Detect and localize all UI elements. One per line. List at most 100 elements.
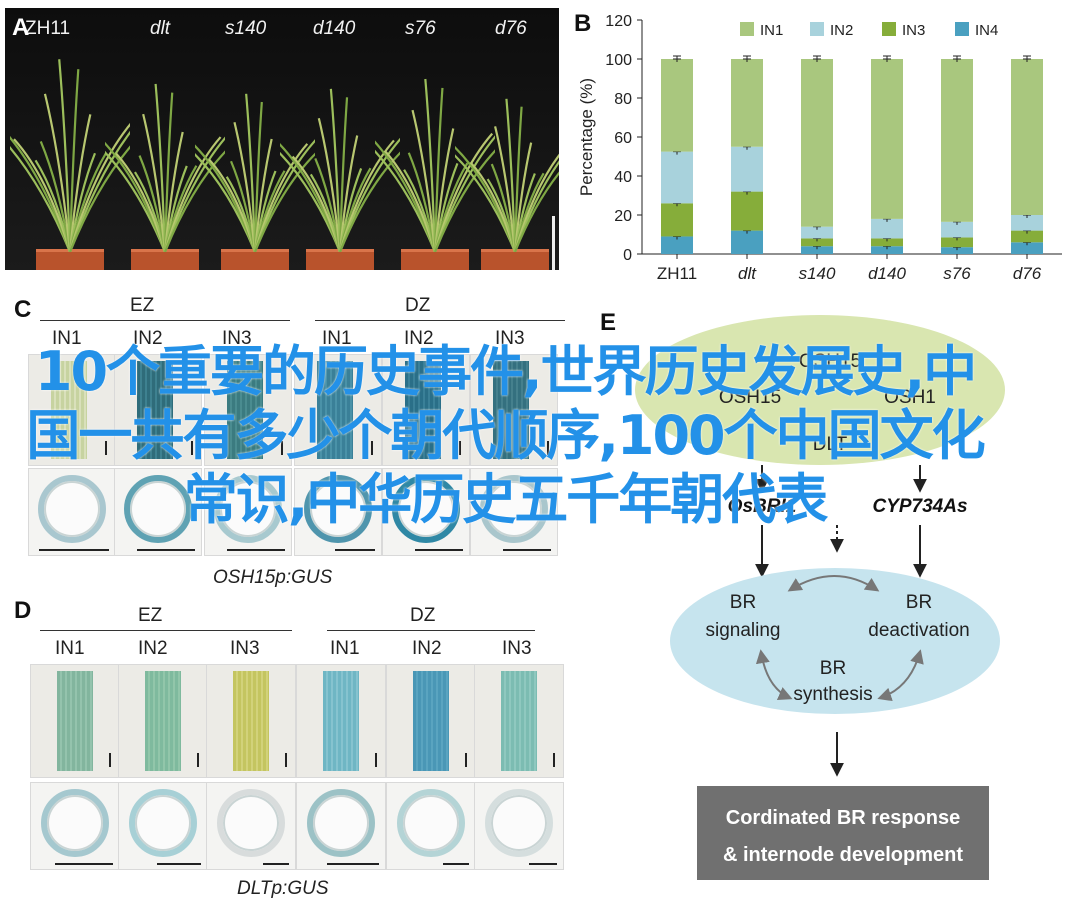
stem-cross-section — [214, 475, 282, 543]
scale-bar — [459, 441, 461, 455]
br-signaling-label: BR signaling — [706, 592, 781, 641]
x-tick-label: ZH11 — [657, 264, 697, 283]
bar-in4 — [1011, 242, 1043, 254]
stem-cross-section — [392, 475, 460, 543]
scale-bar — [227, 549, 285, 551]
bar-in1 — [661, 59, 693, 152]
scale-bar — [443, 863, 469, 865]
stem-cross-section — [480, 475, 548, 543]
stem-section-tile — [294, 354, 382, 466]
plant-label: d140 — [313, 18, 356, 39]
bar-in3 — [731, 191, 763, 231]
br-pathway-diagram: OSH15 OSH15 OSH1 DLT OsBRI1 CYP734As BR s… — [635, 315, 1005, 880]
cross-section-tile — [118, 782, 208, 870]
dz-group-line — [327, 630, 535, 631]
bar-in2 — [941, 221, 973, 238]
bar-in3 — [661, 203, 693, 237]
knox-top-label: OSH15 — [799, 351, 861, 372]
scale-bar — [553, 753, 555, 767]
stem-segment — [227, 361, 263, 459]
bar-in4 — [661, 236, 693, 254]
internode-label: IN2 — [412, 638, 442, 659]
ez-group-label: EZ — [138, 605, 163, 626]
stem-cross-section — [304, 475, 372, 543]
internode-label: IN3 — [502, 638, 532, 659]
stem-section-tile — [28, 354, 116, 466]
scale-bar — [137, 549, 195, 551]
internode-label: IN3 — [222, 328, 252, 349]
stem-section-tile — [30, 664, 120, 778]
stem-section-tile — [114, 354, 202, 466]
stem-segment — [501, 671, 537, 771]
scale-bar — [465, 753, 467, 767]
internode-label: IN1 — [322, 328, 352, 349]
scale-bar — [371, 441, 373, 455]
stem-cross-section — [38, 475, 106, 543]
stem-section-tile — [470, 354, 558, 466]
overlay-title-text: 10个重要的历史事件,世界历史发展史,中国一共有多少个朝代顺序,100个中国文化… — [26, 340, 985, 531]
scale-bar — [547, 441, 549, 455]
photo-scale-bar — [552, 216, 555, 270]
stem-segment — [323, 671, 359, 771]
x-tick-label: d140 — [868, 264, 906, 283]
scale-bar — [415, 549, 463, 551]
stem-cross-section — [124, 475, 192, 543]
internode-label: IN1 — [52, 328, 82, 349]
stem-cross-section — [41, 789, 109, 857]
stem-cross-section — [397, 789, 465, 857]
y-axis-label: Percentage (%) — [577, 78, 596, 196]
cross-section-tile — [294, 468, 382, 556]
scale-bar — [327, 863, 379, 865]
legend-swatch-in1 — [740, 22, 754, 36]
stem-segment — [317, 361, 353, 459]
cross-section-tile — [28, 468, 116, 556]
cross-section-tile — [296, 782, 386, 870]
y-tick-label: 0 — [623, 247, 632, 264]
stem-segment — [51, 361, 87, 459]
scale-bar — [281, 441, 283, 455]
plant-pot — [131, 249, 199, 270]
plant-pot — [306, 249, 374, 270]
dlt-node-label: DLT — [813, 434, 848, 455]
cross-section-tile — [386, 782, 476, 870]
panel-letter-d: D — [14, 597, 32, 624]
bar-in1 — [801, 59, 833, 227]
stem-segment — [405, 361, 441, 459]
internode-label: IN3 — [495, 328, 525, 349]
panel-letter-a: A — [12, 14, 30, 41]
panel-letter-c: C — [14, 296, 32, 323]
legend-label-in3: IN3 — [902, 22, 925, 39]
bar-in3 — [801, 238, 833, 247]
stem-segment — [145, 671, 181, 771]
ez-group-line — [40, 630, 292, 631]
bar-in4 — [871, 246, 903, 254]
response-box — [697, 786, 989, 880]
plant-label: dlt — [150, 18, 171, 39]
stem-cross-section — [129, 789, 197, 857]
scale-bar — [39, 549, 109, 551]
response-box-line2: & internode development — [723, 844, 963, 866]
legend-label-in1: IN1 — [760, 22, 783, 39]
stem-section-tile — [204, 354, 292, 466]
stem-cross-section — [307, 789, 375, 857]
stem-segment — [57, 671, 93, 771]
x-tick-label: d76 — [1013, 264, 1042, 283]
dz-group-label: DZ — [405, 295, 431, 316]
y-tick-label: 60 — [614, 130, 632, 147]
rice-plant — [105, 83, 225, 252]
stem-section-tile — [206, 664, 296, 778]
stem-section-tile — [386, 664, 476, 778]
bar-in3 — [1011, 230, 1043, 243]
internode-label: IN2 — [404, 328, 434, 349]
cross-section-tile — [206, 782, 296, 870]
dz-group-label: DZ — [410, 605, 436, 626]
cyp734as-gene-label: CYP734As — [872, 496, 967, 517]
br-synthesis-label: BR synthesis — [793, 658, 872, 705]
legend-swatch-in2 — [810, 22, 824, 36]
scale-bar — [55, 863, 113, 865]
stem-segment — [233, 671, 269, 771]
ez-group-label: EZ — [130, 295, 155, 316]
panel-d-caption: DLTp:GUS — [237, 878, 329, 899]
scale-bar — [335, 549, 375, 551]
stem-section-tile — [118, 664, 208, 778]
